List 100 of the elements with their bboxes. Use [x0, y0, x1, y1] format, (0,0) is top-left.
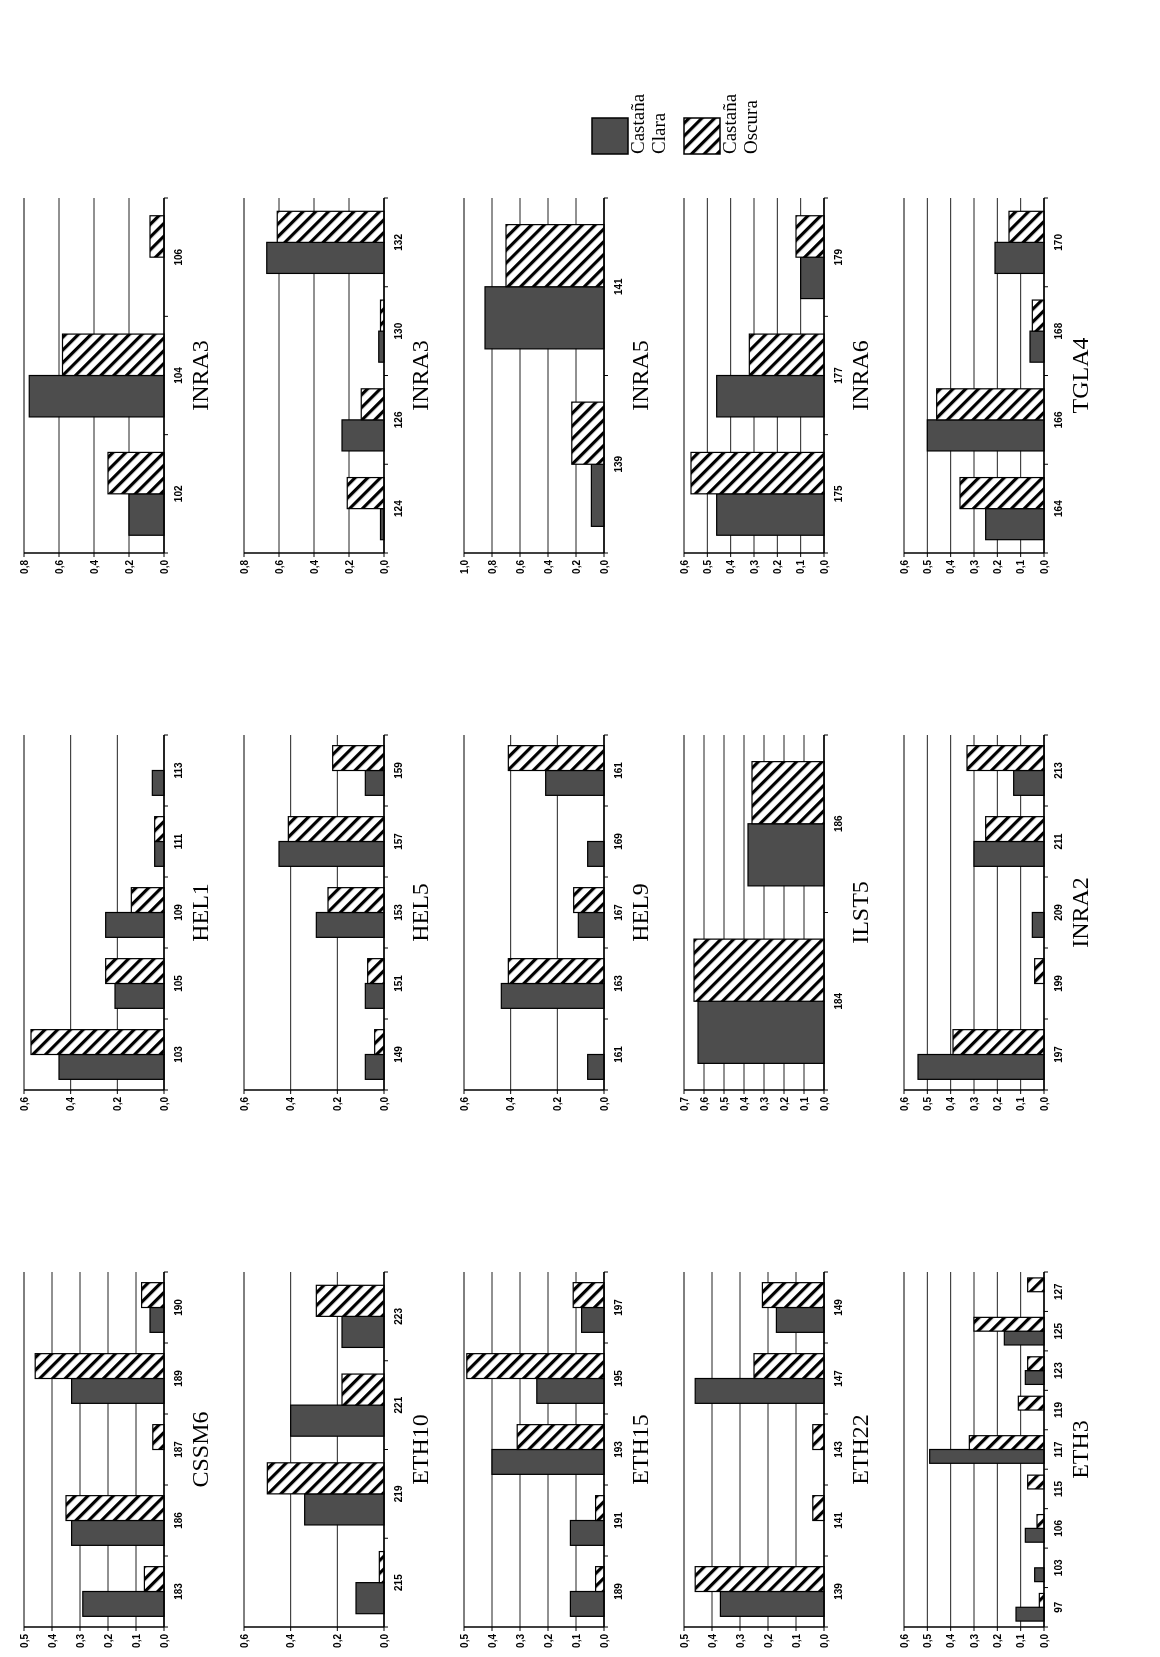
x-tick-label: 0,3	[758, 1096, 770, 1111]
y-tick-label: 149	[392, 1045, 404, 1063]
x-tick-label: 0,0	[818, 1633, 830, 1648]
y-tick-label: 223	[392, 1307, 404, 1325]
y-tick-label: 141	[832, 1511, 844, 1529]
x-tick-label: 0,5	[718, 1096, 730, 1111]
y-tick-label: 167	[612, 903, 624, 921]
x-tick-label: 0,8	[238, 559, 250, 574]
y-tick-label: 199	[1052, 974, 1064, 992]
y-tick-label: 186	[832, 814, 844, 833]
y-tick-label: 195	[612, 1369, 624, 1387]
x-tick-label: 0,0	[378, 1633, 390, 1648]
y-tick-label: 113	[172, 762, 184, 779]
text: ETH3	[1067, 1420, 1094, 1479]
x-tick-label: 0,5	[921, 1633, 933, 1648]
x-tick-label: 0,0	[598, 1096, 610, 1111]
x-tick-label: 0,1	[798, 1096, 810, 1111]
x-tick-label: 0,1	[570, 1633, 582, 1648]
y-tick-label: 106	[1052, 1519, 1064, 1537]
x-tick-label: 0,6	[898, 1633, 910, 1648]
x-tick-label: 0,2	[102, 1633, 114, 1648]
x-tick-label: 0,2	[778, 1096, 790, 1111]
y-tick-label: 213	[1052, 761, 1064, 779]
y-tick-label: 143	[832, 1440, 844, 1458]
x-tick-label: 0,2	[771, 559, 783, 574]
x-tick-label: 0,4	[505, 1096, 517, 1111]
x-tick-label: 0,3	[514, 1633, 526, 1648]
x-tick-label: 0,2	[343, 559, 355, 574]
x-tick-label: 0,4	[88, 559, 100, 574]
x-tick-label: 0,0	[1038, 559, 1050, 574]
x-tick-label: 0,5	[678, 1633, 690, 1648]
text: INRA2	[1067, 877, 1094, 948]
y-tick-label: 211	[1052, 833, 1064, 850]
x-tick-label: 0,4	[285, 1096, 297, 1111]
x-tick-label: 0,6	[678, 559, 690, 574]
x-tick-label: 0,8	[486, 559, 498, 574]
y-tick-label: 139	[832, 1582, 844, 1600]
x-tick-label: 0,4	[542, 559, 554, 574]
text: ETH15	[627, 1414, 654, 1485]
y-tick-label: 103	[1052, 1559, 1064, 1577]
y-tick-label: 197	[1052, 1045, 1064, 1063]
x-tick-label: 0,7	[678, 1096, 690, 1111]
y-tick-label: 179	[832, 248, 844, 266]
x-tick-label: 0,0	[1038, 1096, 1050, 1111]
y-tick-label: 105	[172, 974, 184, 992]
x-tick-label: 0,0	[818, 1096, 830, 1111]
y-tick-label: 125	[1052, 1322, 1064, 1340]
x-tick-label: 0,6	[458, 1096, 470, 1111]
text: ETH10	[407, 1414, 434, 1485]
y-tick-label: 132	[392, 233, 404, 251]
text: INRA6	[847, 340, 874, 411]
y-tick-label: 163	[612, 974, 624, 992]
x-tick-label: 0,0	[158, 559, 170, 574]
x-tick-label: 0,0	[598, 1633, 610, 1648]
y-tick-label: 106	[172, 248, 184, 266]
text: INRA3	[407, 340, 434, 411]
legend-label: Castaña Clara	[627, 93, 669, 154]
x-tick-label: 0,1	[795, 559, 807, 574]
y-tick-label: 187	[172, 1440, 184, 1458]
legend-label: Castaña Oscura	[719, 93, 761, 154]
x-tick-label: 0,6	[18, 1096, 30, 1111]
x-tick-label: 0,5	[701, 559, 713, 574]
y-tick-label: 209	[1052, 903, 1064, 921]
y-tick-label: 193	[612, 1440, 624, 1458]
x-tick-label: 0,4	[486, 1633, 498, 1648]
y-tick-label: 119	[1052, 1401, 1064, 1419]
y-tick-label: 139	[612, 455, 624, 473]
y-tick-label: 189	[172, 1369, 184, 1387]
text: CSSM6	[187, 1411, 214, 1488]
y-tick-label: 169	[612, 832, 624, 850]
x-tick-label: 0,0	[818, 559, 830, 574]
y-tick-label: 168	[1052, 322, 1064, 340]
y-tick-label: 130	[392, 322, 404, 340]
y-tick-label: 221	[392, 1396, 404, 1414]
y-tick-label: 166	[1052, 411, 1064, 429]
text: HEL1	[187, 883, 214, 942]
x-tick-label: 0,0	[1038, 1633, 1050, 1648]
y-tick-label: 97	[1052, 1601, 1064, 1613]
text: TGLA4	[1067, 337, 1094, 414]
x-tick-label: 0,5	[18, 1633, 30, 1648]
x-tick-label: 0,0	[378, 559, 390, 574]
x-tick-label: 0,4	[945, 559, 957, 574]
x-tick-label: 0,3	[734, 1633, 746, 1648]
y-tick-label: 175	[832, 485, 844, 503]
text: INRA5	[627, 340, 654, 411]
x-tick-label: 0,5	[921, 559, 933, 574]
y-tick-label: 191	[612, 1511, 624, 1529]
x-tick-label: 0,4	[738, 1096, 750, 1111]
y-tick-label: 147	[832, 1369, 844, 1387]
x-tick-label: 0,2	[762, 1633, 774, 1648]
x-tick-label: 0,6	[273, 559, 285, 574]
x-tick-label: 0,1	[1015, 1633, 1027, 1648]
y-tick-label: 197	[612, 1298, 624, 1316]
x-tick-label: 0,3	[968, 1096, 980, 1111]
x-tick-label: 0,1	[1015, 1096, 1027, 1111]
y-tick-label: 102	[172, 485, 184, 503]
y-tick-label: 153	[392, 903, 404, 921]
y-tick-label: 170	[1052, 233, 1064, 251]
y-tick-label: 117	[1052, 1441, 1064, 1458]
y-tick-label: 126	[392, 411, 404, 429]
